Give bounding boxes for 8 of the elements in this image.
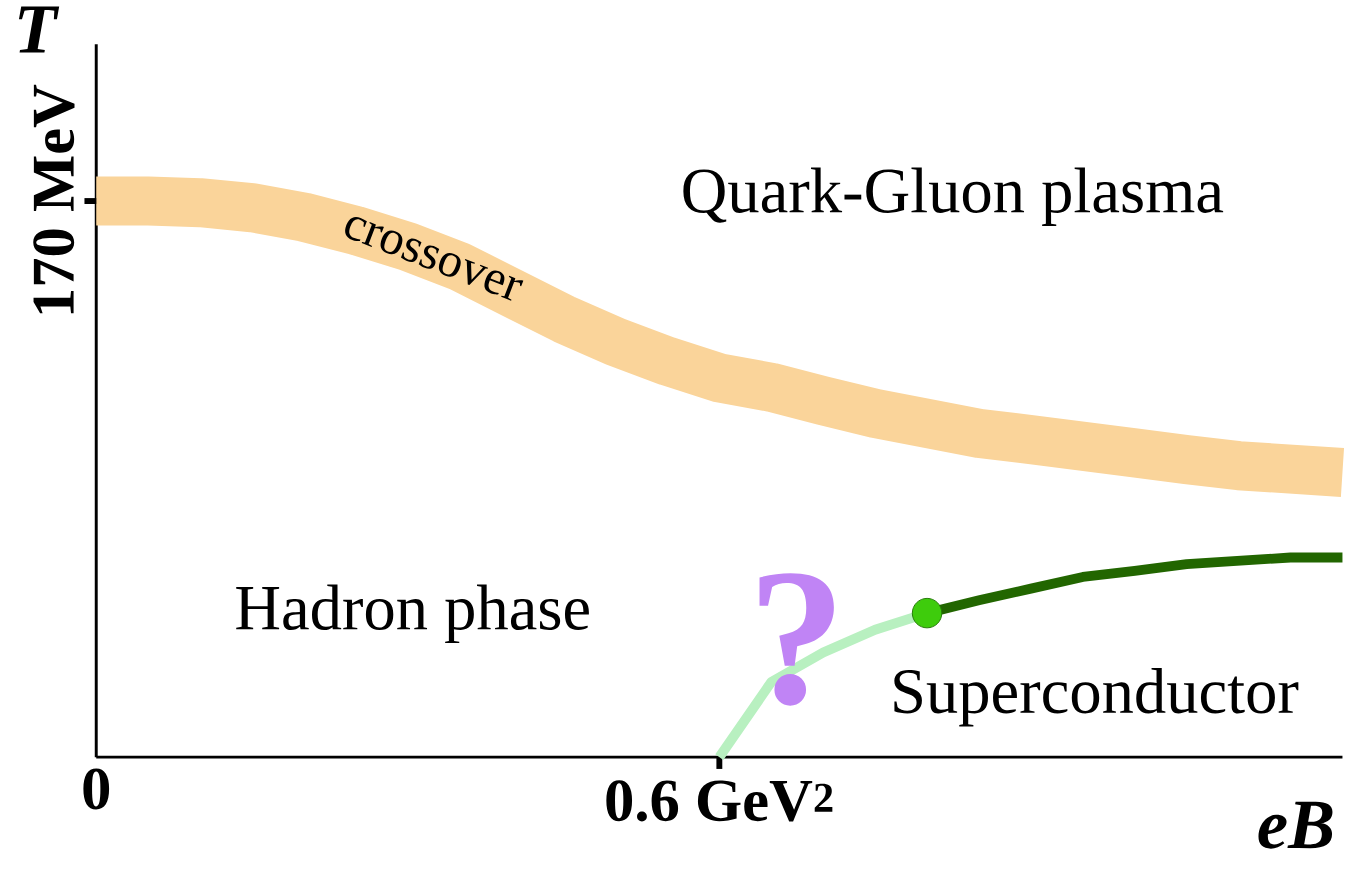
x-tick-label: 0.6 GeV$^{2}$: [606, 780, 833, 822]
x-axis-title: eB: [1258, 801, 1333, 849]
text: 170 MeV: [33, 84, 75, 314]
x-tick-label: 0: [83, 768, 110, 810]
annotation: Hadron phase: [236, 584, 589, 644]
y-axis-title: T: [18, 6, 60, 53]
annotation: Quark-Gluon plasma: [683, 167, 1224, 227]
annotation: Superconductor: [894, 667, 1299, 727]
